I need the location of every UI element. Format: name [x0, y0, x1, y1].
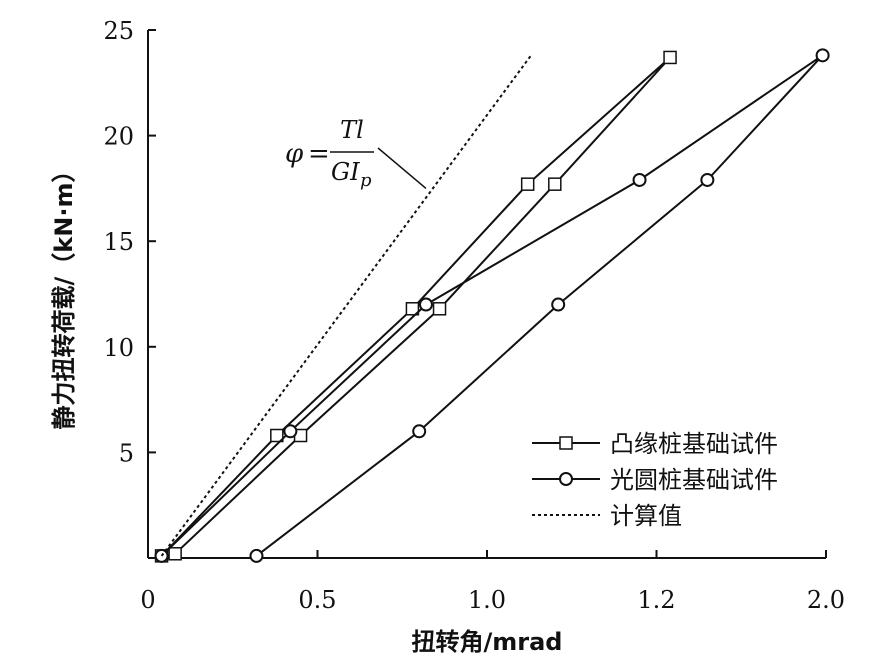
- legend-label-round: 光圆桩基础试件: [610, 466, 778, 494]
- y-tick-label: 10: [103, 334, 134, 362]
- legend-entry-round-pile: 光圆桩基础试件: [532, 466, 778, 494]
- data-point-circle: [154, 548, 169, 563]
- tick-labels: 0 0.5 1.0 1.2 2.0 5 10 15 20 25: [103, 17, 845, 614]
- data-point-circle: [815, 48, 830, 63]
- data-point-circle: [249, 548, 264, 563]
- data-point-square: [663, 50, 677, 65]
- data-point-square: [270, 428, 284, 443]
- data-point-square: [405, 302, 420, 316]
- series-round-pile: [154, 48, 830, 563]
- formula-numerator: Tl: [340, 116, 364, 144]
- x-tick-label: 1.2: [637, 586, 675, 614]
- formula-equals: =: [308, 139, 330, 169]
- data-point-square: [168, 547, 182, 561]
- series-calculated: [160, 54, 532, 557]
- legend-label-calculated: 计算值: [610, 502, 682, 530]
- legend-label-flange: 凸缘桩基础试件: [610, 430, 778, 458]
- data-point-circle: [632, 172, 647, 187]
- y-axis-title: 静力扭转荷载/（kN·m）: [50, 159, 78, 430]
- data-point-square: [548, 177, 562, 191]
- series-layer: [154, 48, 830, 563]
- data-point-circle: [412, 424, 427, 439]
- x-tick-label-origin: 0: [140, 586, 155, 614]
- data-point-circle: [551, 297, 566, 312]
- data-point-circle: [283, 424, 298, 439]
- data-point-square: [432, 302, 447, 316]
- formula-annotation: φ = Tl GI p: [285, 116, 427, 191]
- ticks: [148, 29, 827, 558]
- x-tick-label: 2.0: [807, 586, 845, 614]
- data-point-circle: [700, 172, 715, 187]
- legend-square-marker: [559, 436, 573, 450]
- formula-denominator: GI: [331, 158, 360, 186]
- legend-circle-marker: [559, 472, 573, 486]
- formula-subscript: p: [360, 170, 372, 191]
- formula-symbol: φ: [285, 139, 304, 169]
- x-axis-title: 扭转角/mrad: [412, 628, 563, 656]
- legend: 凸缘桩基础试件 光圆桩基础试件 计算值: [532, 430, 778, 530]
- x-tick-label: 0.5: [298, 586, 336, 614]
- legend-entry-calculated: 计算值: [532, 502, 682, 530]
- legend-entry-flange-pile: 凸缘桩基础试件: [532, 430, 778, 458]
- y-tick-label: 5: [119, 439, 134, 467]
- data-point-circle: [418, 297, 433, 312]
- y-tick-label: 25: [103, 17, 134, 45]
- data-point-square: [520, 177, 535, 191]
- y-tick-label: 20: [103, 123, 134, 151]
- series-line: [160, 54, 532, 557]
- x-tick-label: 1.0: [468, 586, 506, 614]
- formula-pointer-line: [377, 147, 427, 189]
- y-tick-label: 15: [103, 228, 134, 256]
